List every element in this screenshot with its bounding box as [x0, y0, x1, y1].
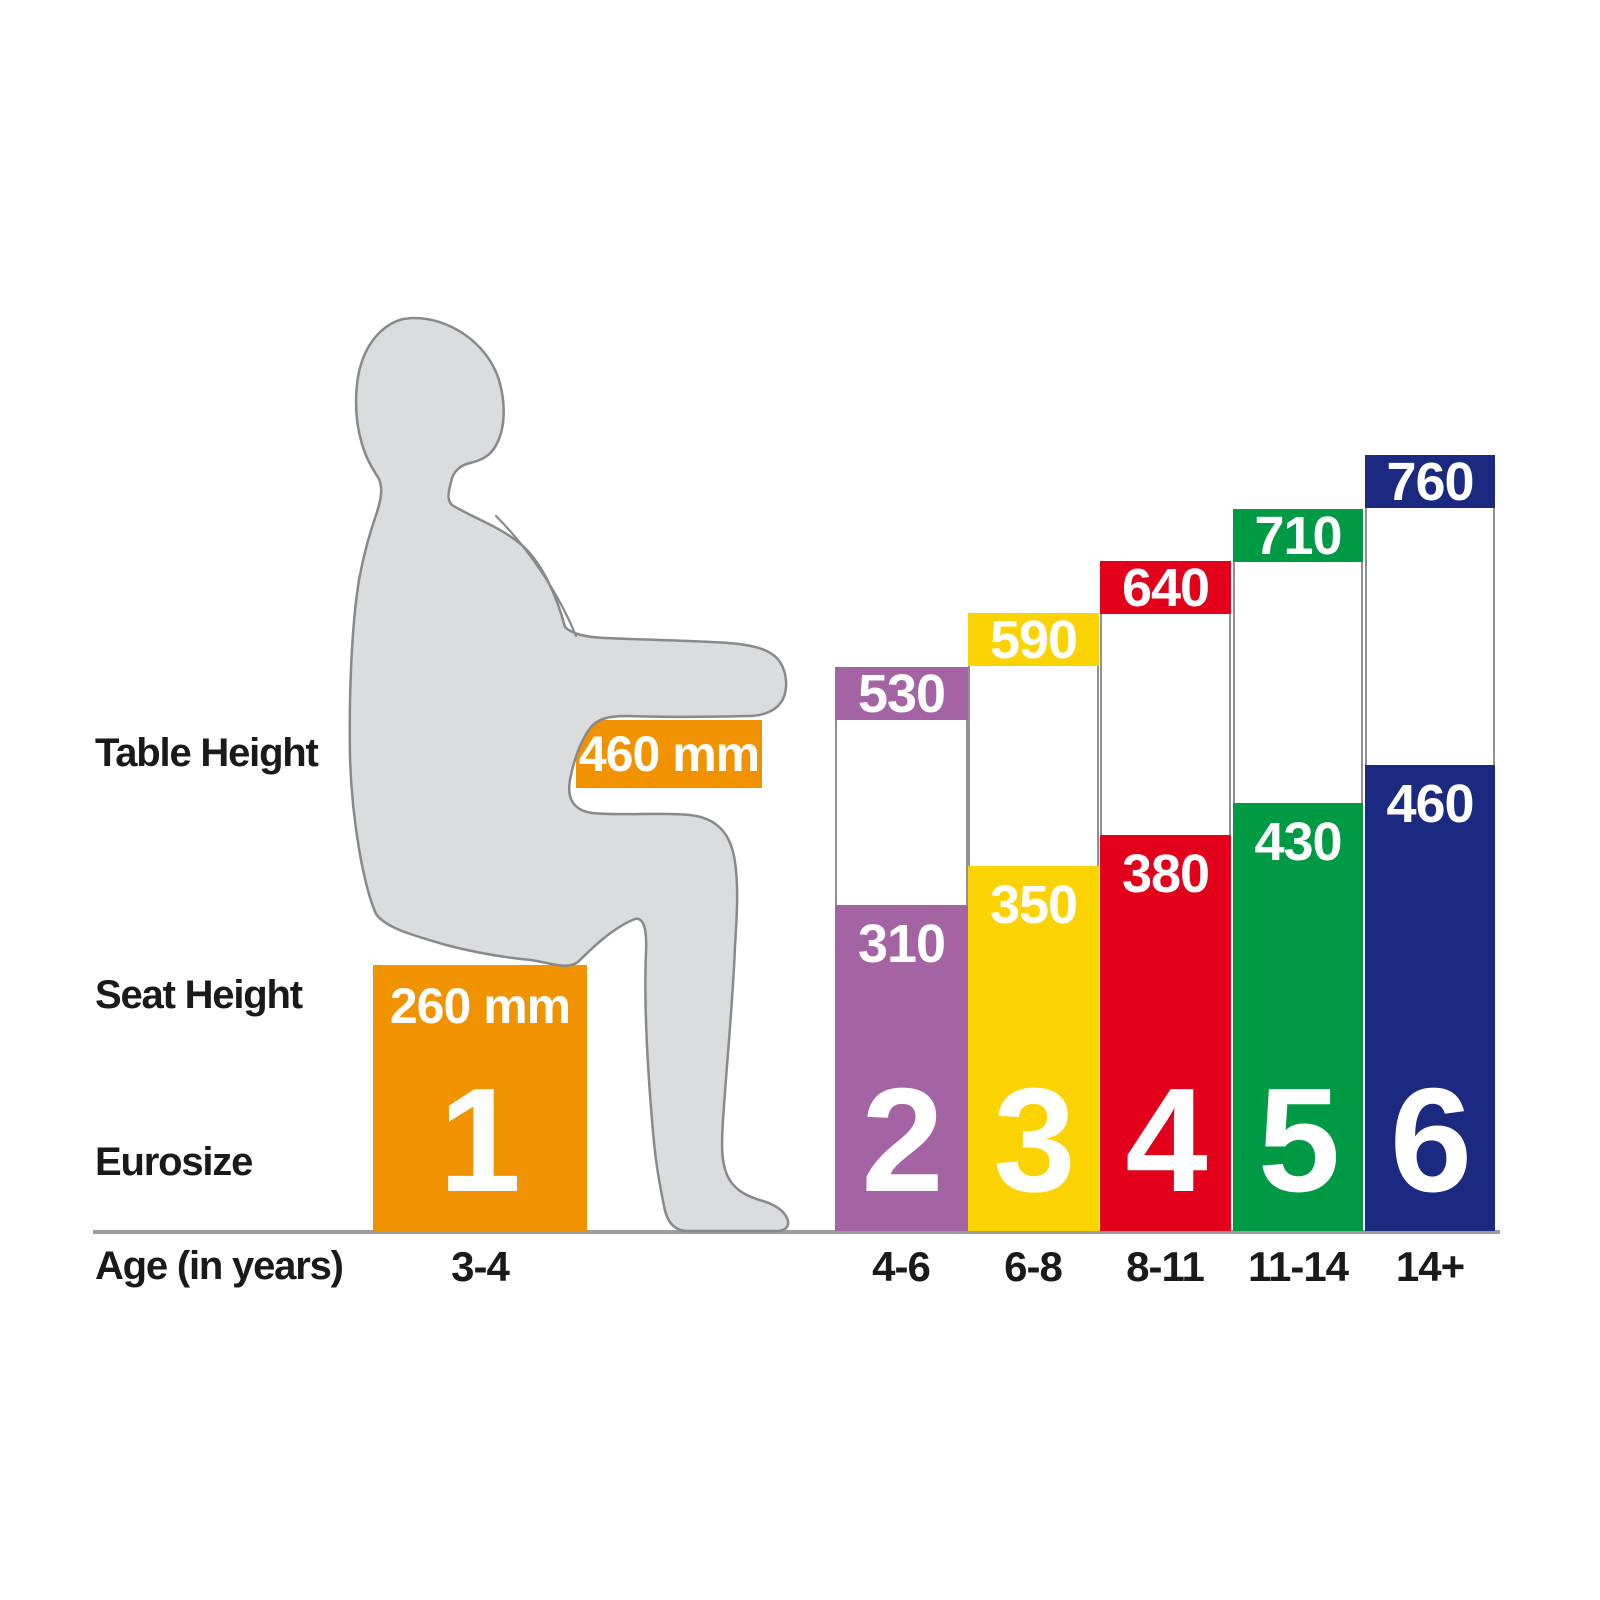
age-value-3: 6-8 — [1004, 1243, 1063, 1290]
seat-height-label: Seat Height — [95, 973, 303, 1017]
silhouette-arm-crease — [494, 514, 578, 638]
eurosize-label: Eurosize — [95, 1140, 253, 1184]
seat-reference-box: 260 mm 1 — [373, 965, 587, 1231]
table-height-value-6: 760 — [1365, 452, 1495, 512]
age-value-1: 3-4 — [451, 1243, 510, 1290]
seat-section-5: 430 5 — [1233, 803, 1363, 1231]
floor-baseline — [93, 1230, 1500, 1234]
age-value-2: 4-6 — [872, 1243, 931, 1290]
age-value-5: 11-14 — [1247, 1243, 1349, 1290]
seat-height-value-2: 310 — [857, 914, 946, 974]
table-height-value-3: 590 — [968, 610, 1099, 670]
seat-height-value-5: 430 — [1254, 812, 1342, 872]
seat-section-4: 380 4 — [1100, 835, 1231, 1231]
eurosize-column-3: 590 350 3 — [968, 610, 1099, 1231]
eurosize-column-2: 530 310 2 — [835, 664, 968, 1231]
table-height-label: Table Height — [95, 731, 319, 775]
eurosize-column-5: 710 430 5 — [1233, 506, 1363, 1231]
eurosize-number-6: 6 — [1389, 1058, 1472, 1223]
seat-section-6: 460 6 — [1365, 765, 1495, 1231]
eurosize-number-2: 2 — [861, 1058, 943, 1223]
column-body-6 — [1365, 508, 1495, 765]
eurosize-number-5: 5 — [1257, 1058, 1340, 1223]
table-height-reference-box: 460 mm — [576, 720, 762, 788]
eurosize-number-3: 3 — [993, 1058, 1075, 1223]
column-body-3 — [968, 666, 1099, 866]
table-height-value-2: 530 — [835, 664, 968, 724]
eurosize-column-6: 760 460 6 — [1365, 452, 1495, 1231]
age-axis-label: Age (in years) — [95, 1244, 344, 1288]
seat-height-value-6: 460 — [1386, 774, 1474, 834]
age-value-4: 8-11 — [1126, 1243, 1205, 1290]
column-body-2 — [835, 720, 968, 905]
eurosize-column-4: 640 380 4 — [1100, 558, 1231, 1231]
column-body-5 — [1233, 562, 1363, 803]
seat-height-value-3: 350 — [989, 875, 1078, 935]
seat-section-3: 350 3 — [968, 866, 1099, 1231]
seat-height-value-4: 380 — [1121, 844, 1210, 904]
eurosize-number-4: 4 — [1125, 1058, 1207, 1223]
table-height-value-4: 640 — [1100, 558, 1231, 618]
eurosize-number-1: 1 — [438, 1058, 522, 1223]
seat-section-2: 310 2 — [835, 905, 968, 1231]
table-height-value-5: 710 — [1233, 506, 1363, 566]
age-value-6: 14+ — [1395, 1243, 1465, 1290]
seat-height-value-1: 260 mm — [389, 978, 571, 1034]
column-body-4 — [1100, 614, 1231, 835]
table-height-value-1: 460 mm — [578, 726, 760, 782]
